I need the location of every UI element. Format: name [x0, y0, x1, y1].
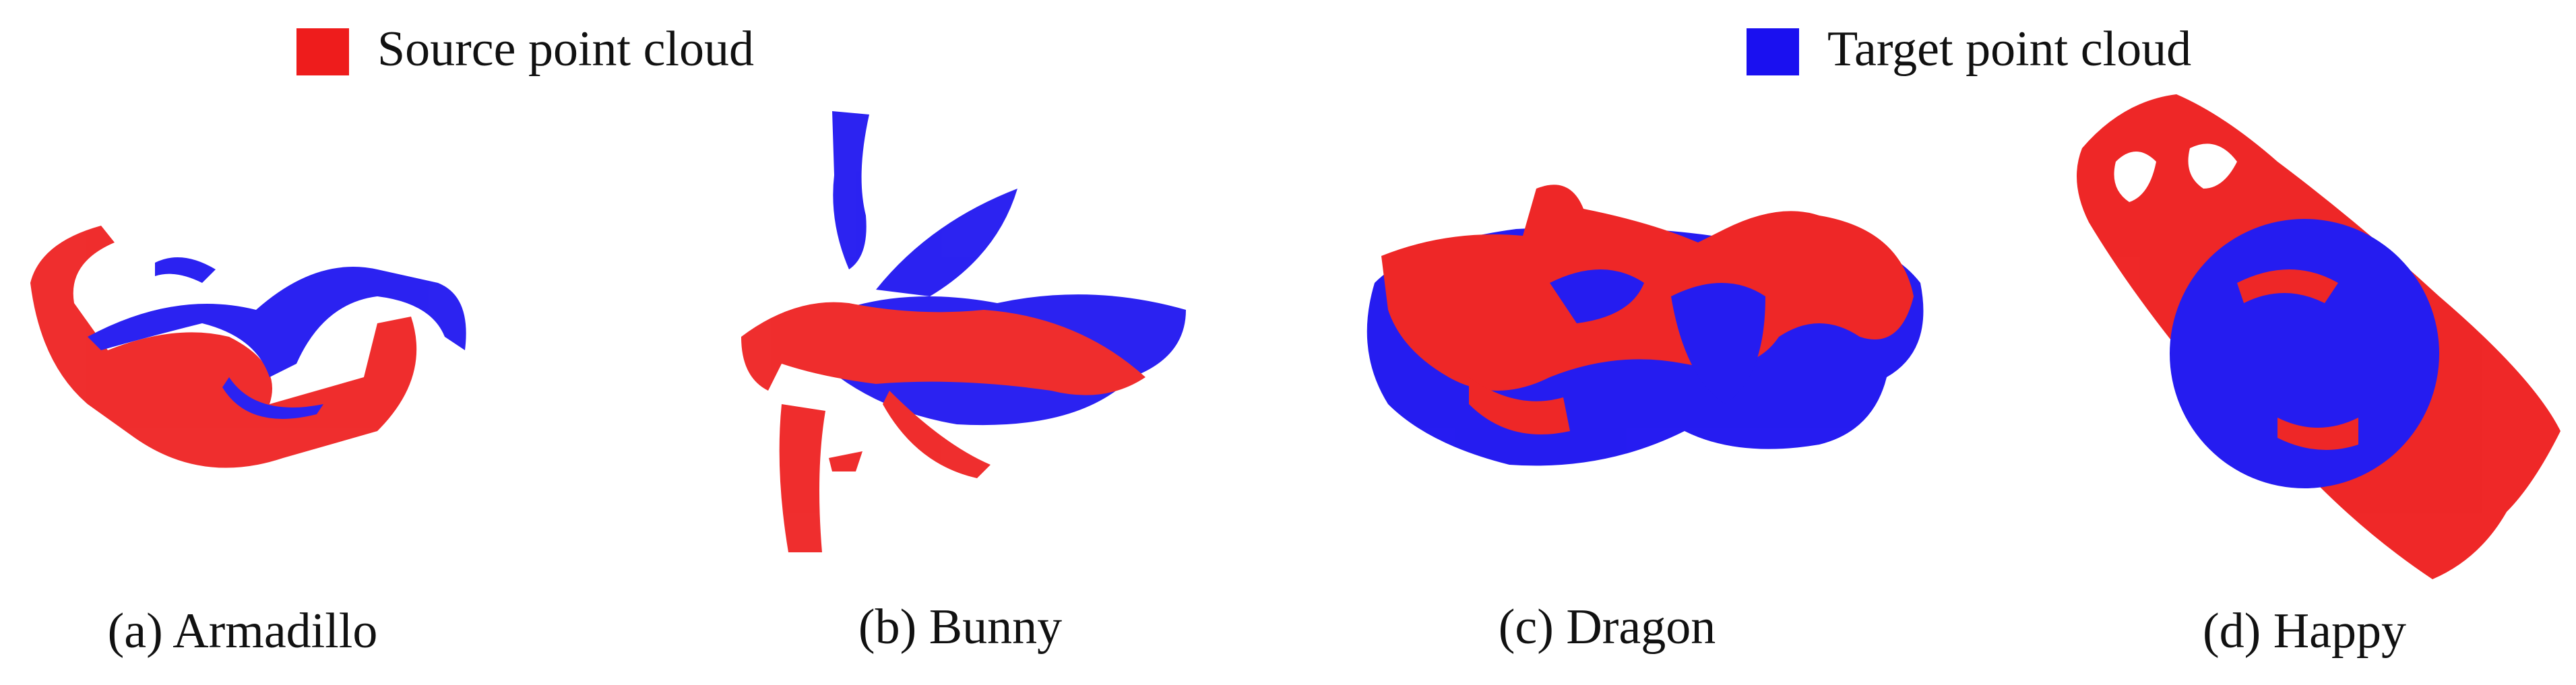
panel-caption: (b) Bunny	[858, 599, 1062, 655]
panel-caption: (c) Dragon	[1499, 599, 1716, 655]
armadillo-cloud	[30, 226, 466, 468]
legend-swatch-source	[296, 28, 349, 75]
panel-caption: (a) Armadillo	[108, 604, 378, 659]
legend-label: Source point cloud	[377, 22, 754, 77]
legend-label: Target point cloud	[1827, 22, 2191, 77]
bunny-cloud	[741, 111, 1186, 552]
dragon-cloud	[1366, 185, 1924, 466]
legend-swatch-target	[1747, 28, 1799, 75]
happy-cloud	[2077, 94, 2561, 579]
panel-caption: (d) Happy	[2203, 604, 2406, 659]
